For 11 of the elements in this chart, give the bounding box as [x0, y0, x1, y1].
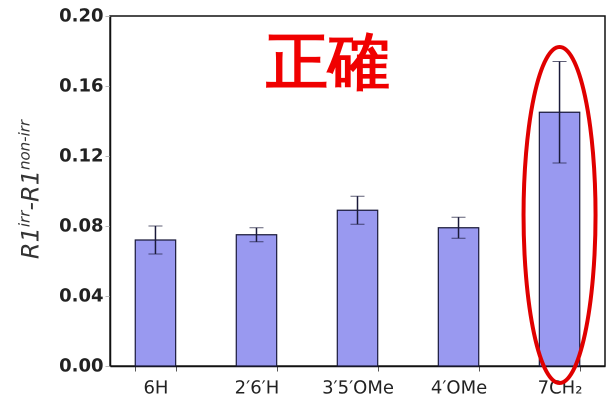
- y-tick-label: 0.00: [59, 356, 104, 376]
- x-tick-label: 6H: [143, 378, 168, 398]
- x-tick-label: 3′5′OMe: [322, 378, 394, 398]
- y-tick-label: 0.12: [59, 146, 104, 166]
- x-tick-label: 4′OMe: [430, 378, 488, 398]
- y-tick-label: 0.04: [59, 286, 104, 306]
- annotation: 正確: [265, 25, 390, 98]
- y-tick-label: 0.08: [59, 216, 104, 236]
- y-tick-label: 0.20: [59, 6, 104, 26]
- y-tick-label: 0.16: [59, 76, 104, 96]
- x-tick-label: 2′6′H: [234, 378, 280, 398]
